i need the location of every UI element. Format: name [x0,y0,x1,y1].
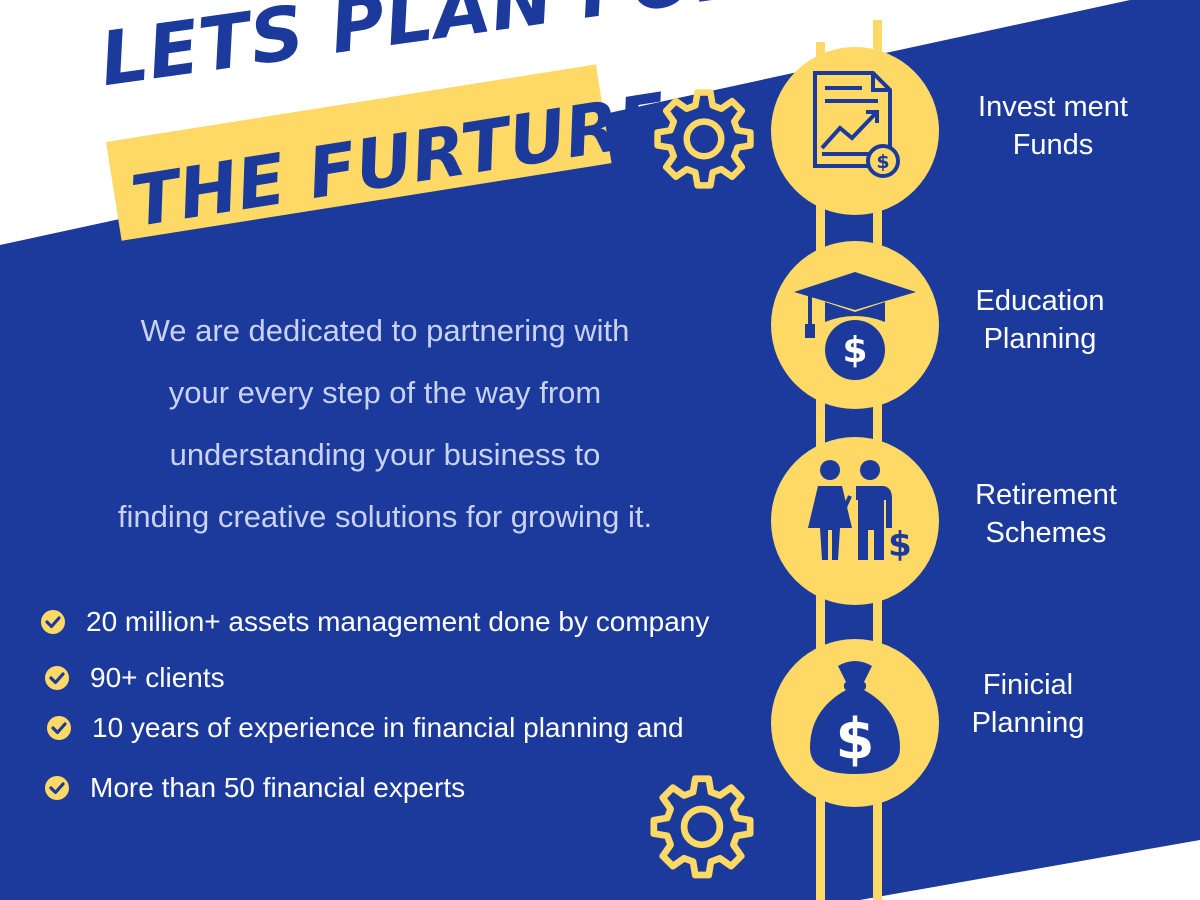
intro-paragraph: We are dedicated to partnering with your… [70,300,700,548]
service-label: Invest ment Funds [958,88,1148,164]
highlight-item: 10 years of experience in financial plan… [46,712,684,744]
service-investment-funds-circle: $ [771,47,939,215]
check-icon [41,610,65,634]
highlight-item: 90+ clients [44,662,225,694]
retired-couple-icon [808,460,892,560]
highlight-text: 90+ clients [90,662,225,693]
service-label: Education Planning [950,282,1130,358]
intro-line: understanding your business to [169,437,601,472]
service-retirement-schemes-circle: $ [771,437,939,605]
check-icon [47,716,71,740]
money-bag-icon [810,661,900,774]
intro-line: finding creative solutions for growing i… [117,499,653,534]
service-label-line: Retirement [975,479,1117,511]
check-icon [45,666,69,690]
check-icon [45,776,69,800]
service-label-line: Funds [1012,129,1094,161]
graduation-cap-icon [794,272,916,380]
gear-icon [654,89,754,189]
highlight-item: More than 50 financial experts [44,772,465,804]
intro-line: We are dedicated to partnering with [140,313,630,348]
service-financial-planning-circle: $ [771,639,939,807]
service-label: Retirement Schemes [956,476,1136,552]
highlight-text: 20 million+ assets management done by co… [86,606,710,637]
service-label-line: Finicial [982,669,1074,701]
service-label-line: Education [975,285,1105,317]
service-label-line: Invest ment [978,91,1128,123]
service-label-line: Planning [971,707,1085,739]
highlight-item: 20 million+ assets management done by co… [40,606,709,638]
service-label-line: Planning [983,323,1097,355]
investment-report-icon [813,71,900,178]
svg-text:$: $ [888,525,912,565]
service-education-planning-circle: $ [771,241,939,409]
highlight-text: 10 years of experience in financial plan… [92,712,684,743]
svg-text:$: $ [876,151,889,173]
service-label: Finicial Planning [948,666,1108,742]
svg-text:$: $ [842,330,867,371]
gear-icon [650,775,754,879]
intro-line: your every step of the way from [168,375,602,410]
highlight-text: More than 50 financial experts [90,772,466,803]
svg-text:$: $ [836,707,875,772]
service-label-line: Schemes [985,517,1107,549]
